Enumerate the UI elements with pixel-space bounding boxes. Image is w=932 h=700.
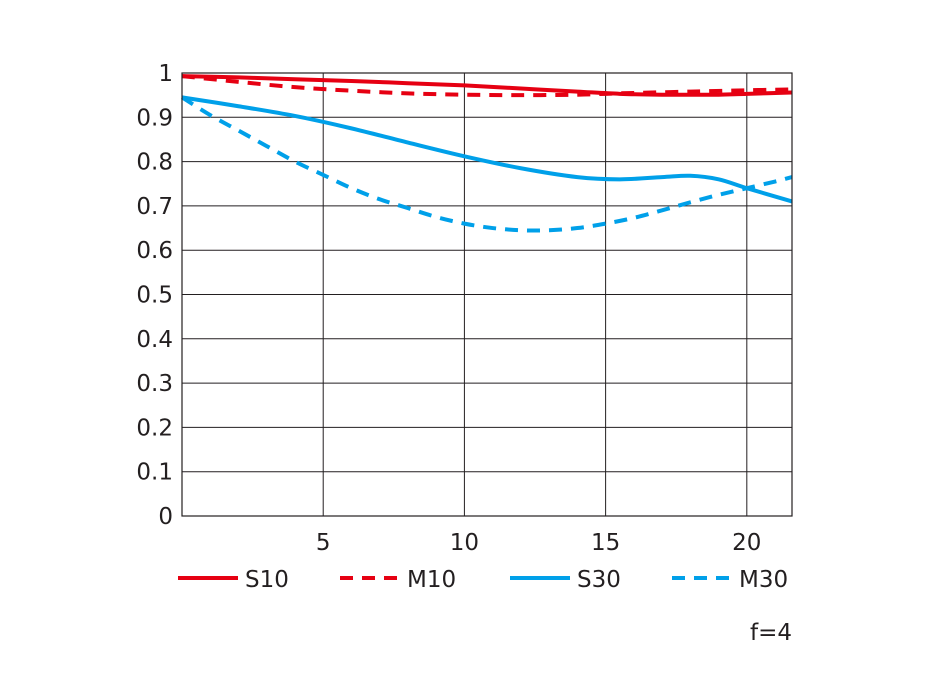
y-tick-label: 0.3 [136,371,173,397]
y-tick-label: 0.4 [136,327,173,353]
y-tick-label: 0.6 [136,238,173,264]
x-axis-tick-labels: 5 10 15 20 [316,530,762,556]
legend-label-s10: S10 [245,567,289,593]
plot-border [181,72,793,517]
legend-label-m10: M10 [407,567,456,593]
x-tick-label: 5 [316,530,331,556]
legend-label-m30: M30 [739,567,788,593]
y-tick-label: 0.9 [136,105,173,131]
legend-label-s30: S30 [577,567,621,593]
y-tick-label: 1 [158,61,173,87]
series-line-s30 [181,95,793,204]
y-tick-label: 0 [158,504,173,530]
y-tick-label: 0.5 [136,283,173,309]
y-tick-label: 0.8 [136,150,173,176]
plot-frame [181,72,793,517]
x-tick-label: 10 [450,530,479,556]
y-tick-label: 0.1 [136,460,173,486]
series-lines [180,74,793,233]
x-tick-label: 15 [591,530,620,556]
series-line-s10 [181,74,793,97]
series-line-m10 [181,74,793,98]
y-axis-tick-labels: 0 0.1 0.2 0.3 0.4 0.5 0.6 0.7 0.8 0.9 1 [136,61,173,530]
grid [182,72,792,517]
legend: S10 M10 S30 M30 [178,567,788,593]
y-tick-label: 0.2 [136,415,173,441]
series-line-m30 [180,95,793,233]
x-tick-label: 20 [732,530,761,556]
aperture-annotation: f=4 [750,620,792,646]
y-tick-label: 0.7 [136,194,173,220]
